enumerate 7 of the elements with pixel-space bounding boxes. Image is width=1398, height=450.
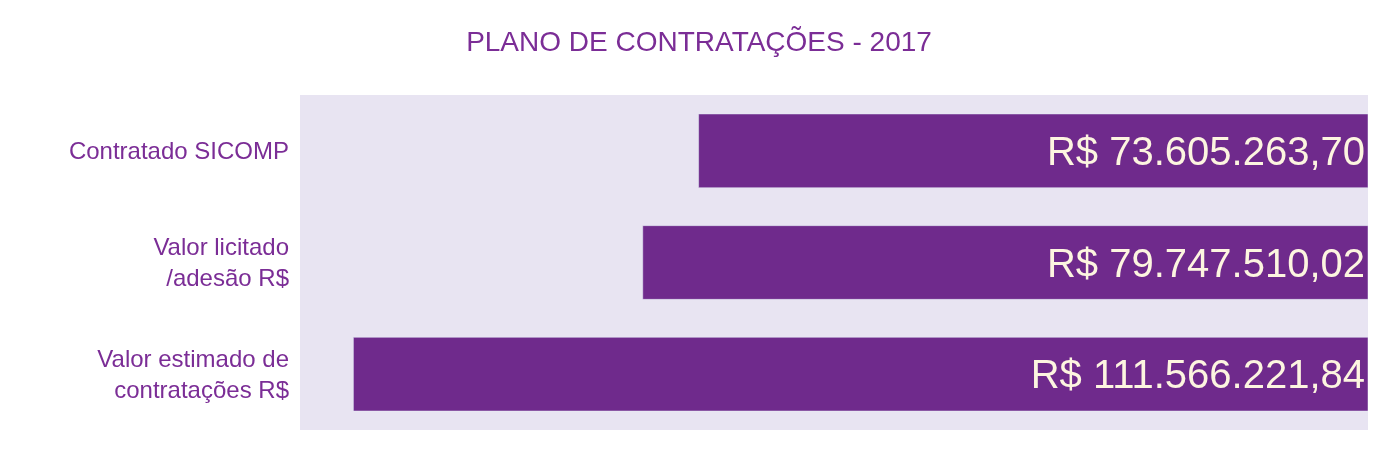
y-tick-label: Contratado SICOMP — [68, 137, 289, 165]
data-label: R$ 79.747.510,02 — [1046, 240, 1365, 285]
y-tick-label: Valor licitado /adesão R$ — [153, 233, 289, 292]
chart-title: PLANO DE CONTRATAÇÕES - 2017 — [466, 26, 932, 58]
y-tick-label: Valor estimado de contratações R$ — [97, 344, 289, 404]
data-label: R$ 73.605.263,70 — [1046, 128, 1365, 173]
data-label: R$ 111.566.221,84 — [1030, 352, 1365, 397]
